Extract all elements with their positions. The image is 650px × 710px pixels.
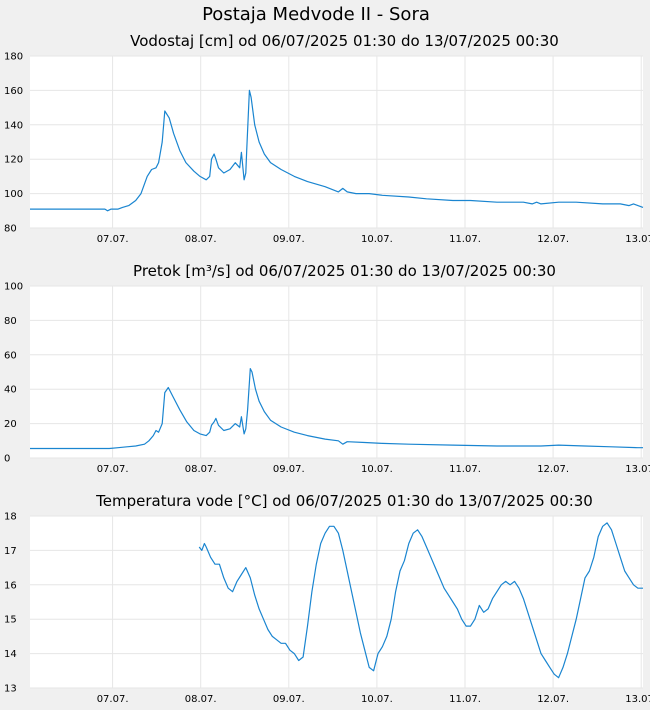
y-tick-label: 0 (4, 454, 10, 465)
x-tick-label: 09.07. (273, 234, 305, 245)
x-tick-label: 10.07. (361, 234, 393, 245)
x-tick-label: 11.07. (449, 234, 481, 245)
x-tick-label: 11.07. (449, 464, 481, 475)
x-tick-label: 13.07. (625, 694, 650, 705)
y-tick-label: 40 (4, 385, 17, 396)
x-tick-label: 12.07. (537, 234, 569, 245)
x-tick-label: 07.07. (97, 694, 129, 705)
x-tick-label: 07.07. (97, 234, 129, 245)
chart-title: Temperatura vode [°C] od 06/07/2025 01:3… (95, 492, 593, 510)
y-tick-label: 60 (4, 350, 17, 361)
y-tick-label: 80 (4, 224, 17, 235)
y-tick-label: 13 (4, 684, 17, 695)
plot-area (30, 56, 643, 228)
y-tick-label: 180 (4, 52, 23, 63)
x-tick-label: 08.07. (185, 234, 217, 245)
y-tick-label: 20 (4, 419, 17, 430)
x-tick-label: 10.07. (361, 464, 393, 475)
y-tick-label: 140 (4, 120, 23, 131)
y-tick-label: 17 (4, 546, 17, 557)
x-tick-label: 12.07. (537, 694, 569, 705)
chart-panel-3: Temperatura vode [°C] od 06/07/2025 01:3… (4, 492, 650, 705)
chart-panel-2: Pretok [m³/s] od 06/07/2025 01:30 do 13/… (4, 262, 650, 475)
x-tick-label: 08.07. (185, 694, 217, 705)
chart-title: Pretok [m³/s] od 06/07/2025 01:30 do 13/… (133, 262, 556, 280)
chart-panel-1: Vodostaj [cm] od 06/07/2025 01:30 do 13/… (4, 32, 650, 245)
y-tick-label: 120 (4, 155, 23, 166)
series-line (198, 522, 643, 679)
y-tick-label: 16 (4, 580, 17, 591)
x-tick-label: 13.07. (625, 464, 650, 475)
plot-area (30, 286, 643, 458)
x-tick-label: 13.07. (625, 234, 650, 245)
figure-title: Postaja Medvode II - Sora (202, 4, 430, 25)
y-tick-label: 80 (4, 316, 17, 327)
x-tick-label: 09.07. (273, 694, 305, 705)
x-tick-label: 10.07. (361, 694, 393, 705)
x-tick-label: 08.07. (185, 464, 217, 475)
x-tick-label: 09.07. (273, 464, 305, 475)
series-line (30, 89, 644, 212)
plot-area (30, 516, 643, 688)
x-tick-label: 12.07. (537, 464, 569, 475)
y-tick-label: 15 (4, 615, 17, 626)
y-tick-label: 100 (4, 282, 23, 293)
chart-title: Vodostaj [cm] od 06/07/2025 01:30 do 13/… (130, 32, 559, 50)
series-line (30, 368, 643, 450)
y-tick-label: 160 (4, 86, 23, 97)
y-tick-label: 18 (4, 512, 17, 523)
x-tick-label: 11.07. (449, 694, 481, 705)
y-tick-label: 14 (4, 649, 17, 660)
x-tick-label: 07.07. (97, 464, 129, 475)
y-tick-label: 100 (4, 189, 23, 200)
